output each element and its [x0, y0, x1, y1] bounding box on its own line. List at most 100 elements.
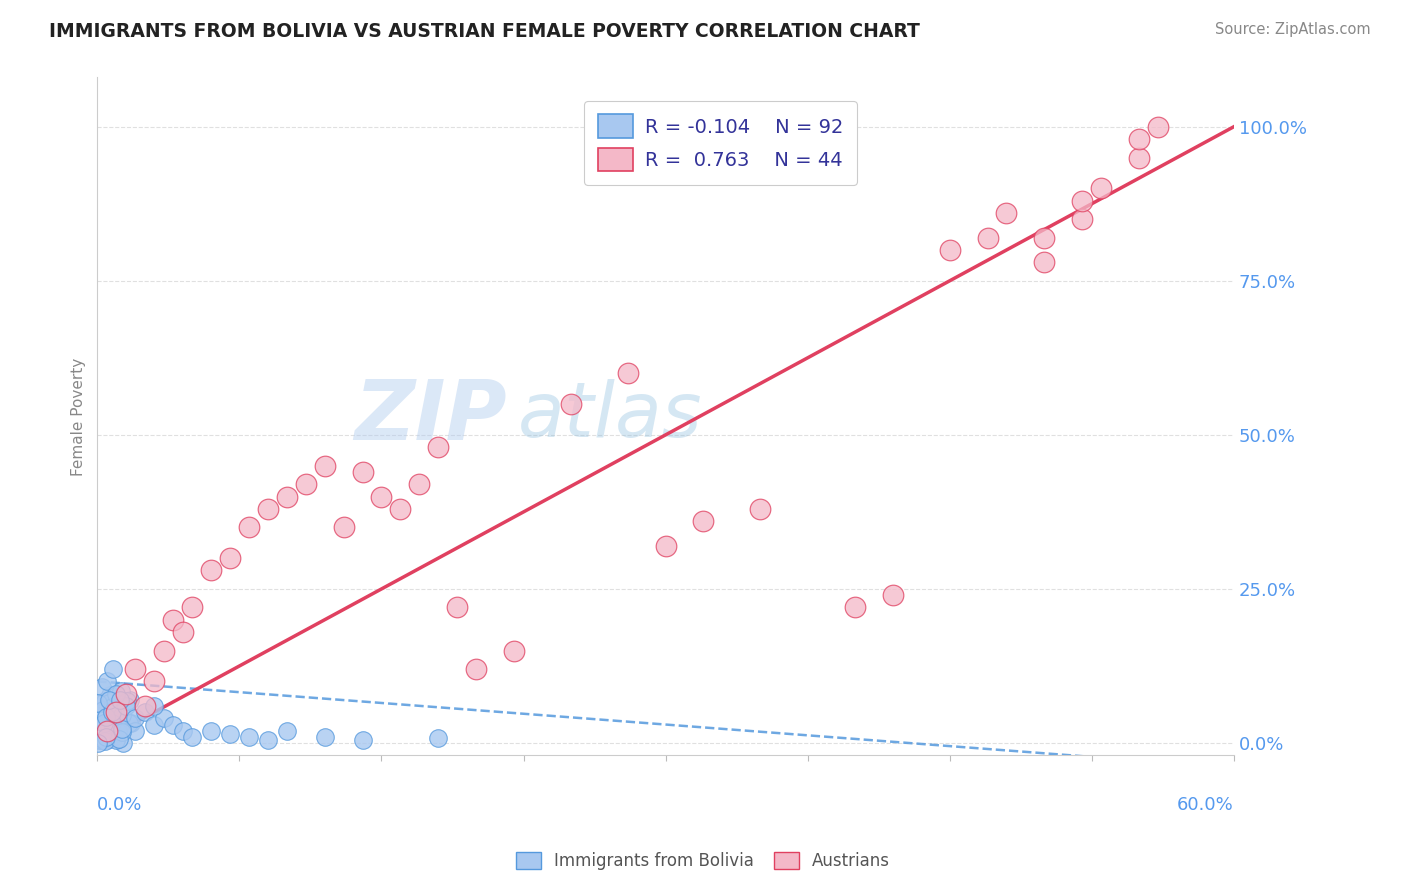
- Point: [87, 717, 110, 731]
- Point: [98, 709, 121, 723]
- Point: [94, 713, 117, 727]
- Point: [104, 706, 127, 720]
- Point: [465, 662, 488, 676]
- Point: [97, 714, 120, 728]
- Point: [134, 699, 156, 714]
- Point: [89, 712, 111, 726]
- Point: [276, 723, 298, 738]
- Point: [90, 732, 112, 747]
- Point: [844, 600, 866, 615]
- Point: [101, 662, 124, 676]
- Point: [1128, 132, 1150, 146]
- Point: [87, 723, 110, 738]
- Text: atlas: atlas: [517, 379, 703, 453]
- Point: [105, 733, 128, 747]
- Point: [111, 708, 134, 723]
- Point: [98, 721, 121, 735]
- Point: [93, 716, 115, 731]
- Point: [1033, 255, 1056, 269]
- Point: [91, 721, 114, 735]
- Point: [110, 725, 132, 739]
- Point: [103, 730, 125, 744]
- Point: [654, 539, 676, 553]
- Point: [1090, 181, 1112, 195]
- Text: ZIP: ZIP: [354, 376, 506, 457]
- Point: [86, 732, 108, 747]
- Point: [938, 243, 960, 257]
- Point: [152, 643, 174, 657]
- Point: [98, 719, 121, 733]
- Point: [104, 723, 127, 738]
- Point: [105, 718, 128, 732]
- Point: [91, 726, 114, 740]
- Point: [91, 714, 114, 728]
- Point: [256, 501, 278, 516]
- Point: [97, 728, 120, 742]
- Point: [995, 206, 1018, 220]
- Point: [143, 674, 166, 689]
- Point: [976, 230, 998, 244]
- Point: [314, 458, 336, 473]
- Point: [181, 600, 204, 615]
- Point: [108, 720, 131, 734]
- Point: [107, 714, 129, 729]
- Point: [882, 588, 904, 602]
- Point: [111, 735, 134, 749]
- Point: [96, 674, 118, 689]
- Point: [1128, 151, 1150, 165]
- Point: [124, 662, 146, 676]
- Point: [91, 705, 114, 719]
- Point: [87, 696, 110, 710]
- Point: [96, 723, 118, 737]
- Point: [86, 735, 108, 749]
- Point: [294, 477, 316, 491]
- Point: [118, 716, 141, 731]
- Point: [89, 716, 111, 731]
- Point: [408, 477, 430, 491]
- Point: [124, 724, 146, 739]
- Point: [111, 723, 134, 737]
- Point: [101, 716, 124, 731]
- Point: [427, 731, 450, 745]
- Point: [692, 514, 714, 528]
- Legend: R = -0.104    N = 92, R =  0.763    N = 44: R = -0.104 N = 92, R = 0.763 N = 44: [585, 101, 856, 186]
- Point: [332, 520, 354, 534]
- Point: [114, 687, 136, 701]
- Point: [110, 683, 132, 698]
- Point: [93, 734, 115, 748]
- Text: 60.0%: 60.0%: [1177, 796, 1234, 814]
- Text: IMMIGRANTS FROM BOLIVIA VS AUSTRIAN FEMALE POVERTY CORRELATION CHART: IMMIGRANTS FROM BOLIVIA VS AUSTRIAN FEMA…: [49, 22, 920, 41]
- Point: [389, 501, 412, 516]
- Point: [143, 717, 166, 731]
- Point: [101, 705, 124, 719]
- Point: [103, 712, 125, 726]
- Point: [87, 725, 110, 739]
- Point: [93, 703, 115, 717]
- Point: [105, 687, 128, 701]
- Point: [238, 520, 260, 534]
- Point: [560, 397, 582, 411]
- Point: [352, 733, 374, 747]
- Point: [107, 725, 129, 739]
- Point: [172, 723, 194, 738]
- Point: [89, 731, 111, 745]
- Point: [134, 705, 156, 719]
- Point: [219, 551, 242, 566]
- Point: [143, 699, 166, 714]
- Point: [87, 713, 110, 727]
- Point: [98, 718, 121, 732]
- Point: [94, 716, 117, 731]
- Point: [100, 706, 122, 720]
- Point: [108, 731, 131, 746]
- Point: [117, 693, 139, 707]
- Point: [446, 600, 468, 615]
- Point: [276, 490, 298, 504]
- Point: [96, 711, 118, 725]
- Point: [200, 564, 222, 578]
- Point: [98, 689, 121, 703]
- Point: [200, 723, 222, 738]
- Point: [118, 693, 141, 707]
- Point: [91, 680, 114, 694]
- Point: [93, 730, 115, 744]
- Point: [124, 711, 146, 725]
